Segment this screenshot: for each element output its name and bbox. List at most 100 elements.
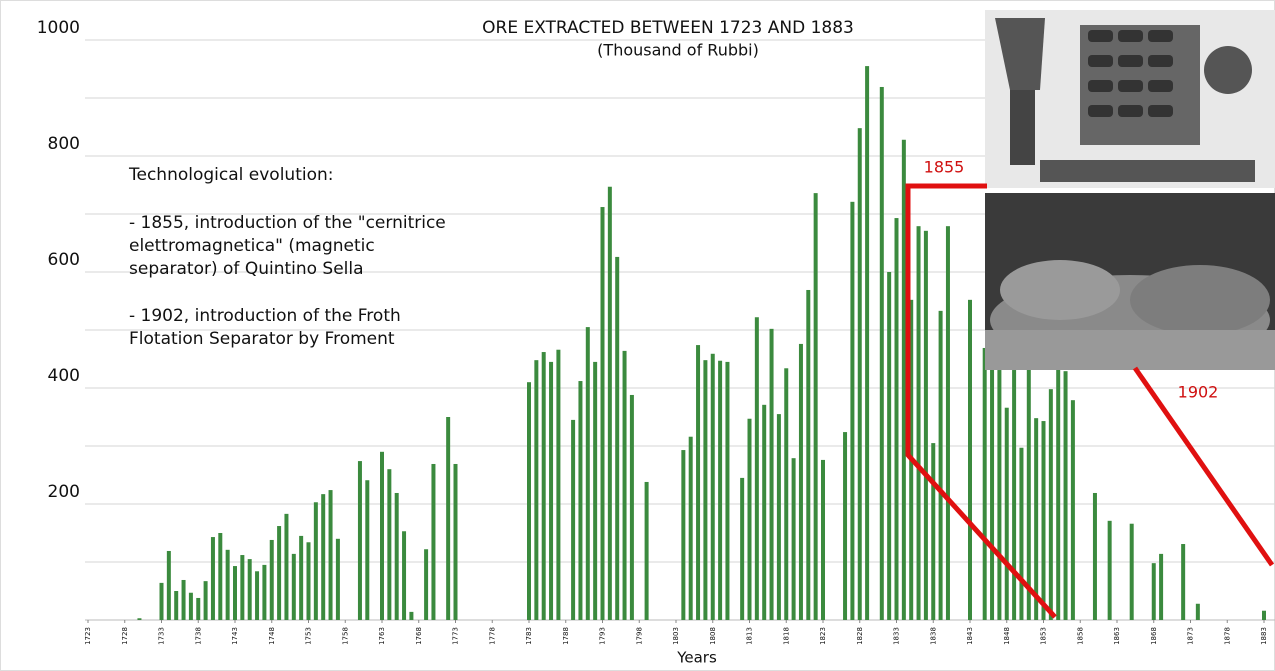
bar <box>681 450 685 620</box>
bar <box>549 362 553 620</box>
x-tick-label: 1853 <box>1040 627 1048 645</box>
bar <box>1064 371 1068 620</box>
bar <box>240 555 244 620</box>
x-tick-label: 1808 <box>709 627 717 645</box>
bar <box>307 542 311 620</box>
x-tick-label: 1883 <box>1260 627 1268 645</box>
bar <box>1196 604 1200 620</box>
bar <box>211 537 215 620</box>
bar <box>1093 493 1097 620</box>
bar <box>689 437 693 620</box>
bar <box>1262 611 1266 620</box>
bar <box>1005 408 1009 620</box>
bar <box>424 549 428 620</box>
bar <box>1049 389 1053 620</box>
x-tick-label: 1843 <box>966 627 974 645</box>
bar <box>380 452 384 620</box>
x-tick-label: 1728 <box>121 627 129 645</box>
bar <box>527 382 531 620</box>
x-tick-label: 1828 <box>856 627 864 645</box>
bar <box>902 140 906 620</box>
bar <box>601 207 605 620</box>
x-tick-label: 1783 <box>525 627 533 645</box>
x-tick-label: 1778 <box>488 627 496 645</box>
bar <box>748 419 752 620</box>
bar <box>770 329 774 620</box>
bar <box>740 478 744 620</box>
bar <box>755 317 759 620</box>
x-tick-label: 1848 <box>1003 627 1011 645</box>
photo-machine <box>985 10 1275 188</box>
bar <box>725 362 729 620</box>
bar <box>645 482 649 620</box>
bar <box>711 354 715 620</box>
bar <box>160 583 164 620</box>
bar <box>1071 400 1075 620</box>
x-tick-label: 1743 <box>231 627 239 645</box>
bar <box>409 612 413 620</box>
bar <box>299 536 303 620</box>
marker-1902-label: 1902 <box>1178 383 1219 402</box>
bar <box>534 360 538 620</box>
bar <box>1019 448 1023 620</box>
chart-title: ORE EXTRACTED BETWEEN 1723 AND 1883 <box>482 18 854 38</box>
bar <box>630 395 634 620</box>
page: ORE EXTRACTED BETWEEN 1723 AND 1883 (Tho… <box>0 0 1275 671</box>
bar <box>174 591 178 620</box>
bar <box>593 362 597 620</box>
x-tick-label: 1758 <box>341 627 349 645</box>
bar <box>696 345 700 620</box>
x-tick-label: 1873 <box>1187 627 1195 645</box>
x-tick-label: 1858 <box>1076 627 1084 645</box>
bar <box>1012 370 1016 620</box>
bar <box>233 566 237 620</box>
bar <box>990 358 994 620</box>
bar <box>1056 345 1060 620</box>
bar <box>608 187 612 620</box>
x-tick-label: 1833 <box>893 627 901 645</box>
bar <box>571 420 575 620</box>
chart-subtitle: (Thousand of Rubbi) <box>597 41 759 60</box>
y-tick-label: 1000 <box>37 18 80 38</box>
x-tick-label: 1738 <box>194 627 202 645</box>
bar <box>395 493 399 620</box>
bar <box>365 480 369 620</box>
x-tick-label: 1733 <box>158 627 166 645</box>
bar <box>1152 563 1156 620</box>
bar <box>777 414 781 620</box>
bar <box>858 128 862 620</box>
bar <box>446 417 450 620</box>
bar <box>865 66 869 620</box>
bar <box>792 458 796 620</box>
bar <box>1181 544 1185 620</box>
bar <box>718 361 722 620</box>
bar <box>292 554 296 620</box>
bar <box>387 469 391 620</box>
bar <box>1130 524 1134 620</box>
note-heading: Technological evolution: <box>128 165 334 185</box>
bar <box>1034 418 1038 620</box>
bar <box>784 368 788 620</box>
bar <box>1027 340 1031 620</box>
x-tick-label: 1878 <box>1223 627 1231 645</box>
bar <box>270 540 274 620</box>
bar <box>703 360 707 620</box>
bar <box>895 218 899 620</box>
photo-froth <box>985 193 1275 370</box>
bar <box>843 432 847 620</box>
bar <box>917 226 921 620</box>
note-line: - 1902, introduction of the Froth <box>129 306 401 326</box>
bar <box>431 464 435 620</box>
bar <box>799 344 803 620</box>
bar <box>248 559 252 620</box>
bar <box>167 551 171 620</box>
bar <box>578 381 582 620</box>
y-tick-label: 600 <box>48 250 80 270</box>
bar <box>204 581 208 620</box>
bar <box>623 351 627 620</box>
y-tick-label: 800 <box>48 134 80 154</box>
bar <box>196 598 200 620</box>
bar <box>762 405 766 620</box>
bar <box>931 443 935 620</box>
bar <box>137 618 141 620</box>
